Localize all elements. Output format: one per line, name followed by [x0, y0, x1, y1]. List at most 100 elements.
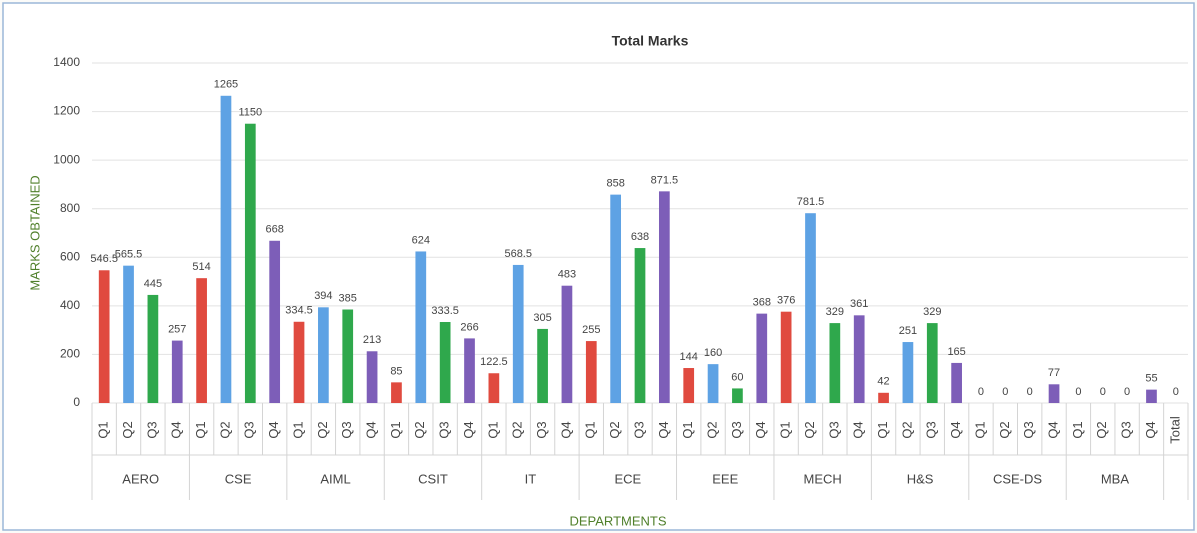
- bar: [293, 321, 305, 403]
- y-tick-label: 1200: [53, 104, 80, 118]
- x-tick-label: Q2: [510, 421, 525, 438]
- y-tick-label: 0: [73, 395, 80, 409]
- group-label: CSE: [225, 471, 252, 486]
- bar: [780, 311, 792, 403]
- x-tick-label: Q1: [778, 421, 793, 438]
- bar: [98, 270, 110, 403]
- x-tick-label: Q2: [412, 421, 427, 438]
- data-label: 160: [704, 347, 722, 359]
- y-tick-label: 600: [60, 249, 80, 263]
- bar: [610, 194, 622, 403]
- group-label: ECE: [614, 471, 641, 486]
- x-tick-label: Q2: [120, 421, 135, 438]
- data-label: 55: [1145, 373, 1157, 385]
- bar: [829, 323, 841, 403]
- x-tick-label: Q4: [753, 421, 768, 438]
- data-label: 213: [363, 334, 381, 346]
- x-tick-label: Q1: [485, 421, 500, 438]
- data-label: 0: [1002, 386, 1008, 398]
- x-tick-label: Q2: [705, 421, 720, 438]
- x-tick-label: Q3: [534, 421, 549, 438]
- data-label: 144: [680, 351, 698, 363]
- x-tick-label: Q1: [1070, 421, 1085, 438]
- bar: [732, 388, 743, 403]
- chart-title: Total Marks: [612, 33, 689, 49]
- data-label: 668: [265, 224, 283, 236]
- data-label: 514: [192, 261, 210, 273]
- data-label: 60: [731, 371, 743, 383]
- group-label: CSE-DS: [993, 471, 1042, 486]
- x-tick-label: Q1: [290, 421, 305, 438]
- data-label: 385: [339, 292, 357, 304]
- bar: [147, 294, 159, 403]
- data-label: 329: [923, 306, 941, 318]
- data-label: 329: [826, 306, 844, 318]
- data-label: 781.5: [797, 196, 825, 208]
- group-label: MECH: [804, 471, 842, 486]
- x-tick-label: Q4: [266, 421, 281, 438]
- x-tick-label: Q4: [948, 421, 963, 438]
- data-label: 77: [1048, 367, 1060, 379]
- bar: [244, 123, 256, 403]
- group-label: IT: [525, 471, 537, 486]
- bar: [391, 382, 402, 403]
- data-label: 376: [777, 295, 795, 307]
- x-tick-label: Q2: [1094, 421, 1109, 438]
- bar: [220, 95, 232, 404]
- data-label: 251: [899, 325, 917, 337]
- bar: [926, 323, 938, 403]
- x-tick-label: Q4: [1143, 421, 1158, 438]
- x-tick-label: Q4: [364, 421, 379, 438]
- x-tick-label: Q3: [924, 421, 939, 438]
- bar: [878, 392, 889, 403]
- y-tick-label: 800: [60, 201, 80, 215]
- y-tick-label: 1400: [53, 55, 80, 69]
- bar: [902, 342, 914, 403]
- bar: [171, 340, 183, 403]
- group-label: H&S: [907, 471, 934, 486]
- bar: [318, 307, 329, 403]
- data-label: 638: [631, 231, 649, 243]
- data-label: 568.5: [504, 248, 532, 260]
- data-label: 368: [753, 297, 771, 309]
- bar: [1048, 384, 1060, 403]
- x-tick-label: Q4: [851, 421, 866, 438]
- bar: [683, 368, 695, 403]
- x-tick-label: Q2: [217, 421, 232, 438]
- bar: [439, 322, 451, 403]
- x-tick-label: Q3: [437, 421, 452, 438]
- data-label: 483: [558, 269, 576, 281]
- x-tick-label: Q3: [1119, 421, 1134, 438]
- group-label: MBA: [1101, 471, 1130, 486]
- data-label: 394: [314, 290, 332, 302]
- bar: [196, 278, 207, 403]
- bar: [537, 328, 548, 403]
- x-tick-label: Q2: [997, 421, 1012, 438]
- bar: [805, 213, 816, 403]
- bar: [756, 313, 768, 403]
- bar: [464, 338, 475, 403]
- y-axis-label: MARKS OBTAINED: [27, 175, 42, 290]
- x-tick-label: Q3: [729, 421, 744, 438]
- x-tick-label: Q3: [144, 421, 159, 438]
- data-label: 0: [1027, 386, 1033, 398]
- bar: [123, 265, 134, 403]
- bar: [585, 341, 597, 403]
- x-tick-label: Q4: [1045, 421, 1060, 438]
- bar: [512, 264, 524, 403]
- x-axis-label: DEPARTMENTS: [569, 513, 666, 528]
- bar: [269, 240, 281, 403]
- data-label: 165: [947, 346, 965, 358]
- y-tick-label: 1000: [53, 152, 80, 166]
- x-tick-label: Q3: [1021, 421, 1036, 438]
- data-label: 445: [144, 278, 162, 290]
- x-tick-label: Total: [1167, 416, 1182, 444]
- bar: [707, 364, 719, 403]
- bar: [1146, 389, 1157, 403]
- x-tick-label: Q3: [631, 421, 646, 438]
- x-tick-label: Q1: [193, 421, 208, 438]
- data-label: 0: [978, 386, 984, 398]
- x-tick-label: Q1: [583, 421, 598, 438]
- x-tick-label: Q4: [461, 421, 476, 438]
